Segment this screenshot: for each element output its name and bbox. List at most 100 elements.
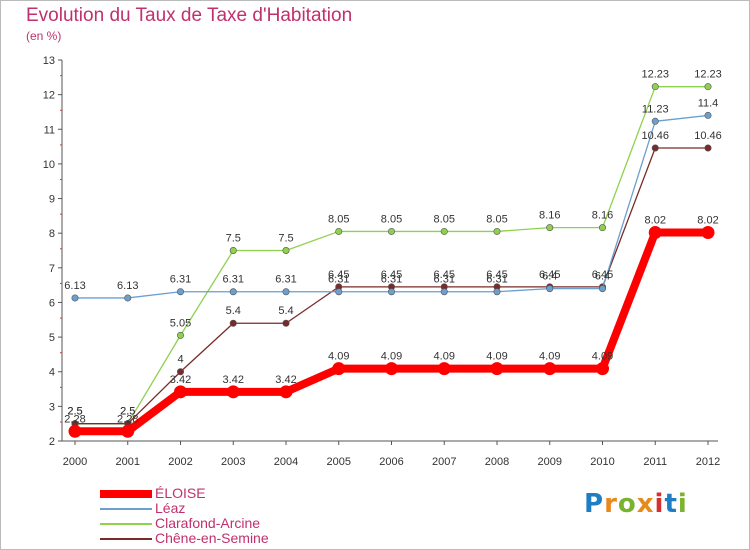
data-point (598, 285, 606, 293)
x-tick-label: 2005 (327, 456, 351, 468)
x-tick-label: 2003 (221, 456, 245, 468)
data-label: 8.05 (381, 213, 402, 225)
data-point (598, 224, 606, 232)
data-point (651, 83, 659, 91)
x-tick-label: 2007 (432, 456, 456, 468)
data-point (282, 319, 290, 327)
data-label: 6.31 (486, 274, 507, 286)
data-point (226, 385, 240, 399)
data-label: 4.09 (486, 351, 507, 363)
legend-label: Léaz (155, 500, 186, 516)
x-tick-label: 2000 (63, 456, 87, 468)
data-point (177, 368, 185, 376)
x-tick-label: 2006 (379, 456, 403, 468)
proxiti-logo: Proxiti (584, 489, 688, 519)
legend-item: Chêne-en-Semine (100, 530, 400, 546)
data-label: 3.42 (275, 374, 296, 386)
data-point (124, 294, 132, 302)
data-point (543, 362, 557, 376)
y-tick-label: 9 (49, 194, 55, 206)
data-label: 4.09 (539, 351, 560, 363)
data-label: 6.45 (539, 269, 560, 281)
y-tick-label: 6 (49, 297, 55, 309)
data-point (701, 225, 715, 239)
data-point (440, 288, 448, 296)
data-label: 7.5 (226, 233, 241, 245)
data-label: 2.5 (67, 406, 82, 418)
x-tick-label: 2002 (168, 456, 192, 468)
data-label: 8.02 (697, 214, 718, 226)
data-label: 2.5 (120, 406, 135, 418)
data-labels: 2.28 2.28 3.42 3.42 3.42 4.09 4.09 4.09 4.09 4.09… (64, 69, 721, 426)
data-label: 6.4 (595, 271, 610, 283)
data-label: 2.5 (120, 406, 135, 418)
legend-swatch (100, 490, 152, 498)
data-label: 6.45 (328, 269, 349, 281)
y-tick-label: 5 (49, 332, 55, 344)
data-label: 4.09 (592, 351, 613, 363)
data-label: 4.09 (328, 351, 349, 363)
chart-title: Evolution du Taux de Taxe d'Habitation (26, 5, 353, 26)
data-point (177, 331, 185, 339)
data-point (332, 362, 346, 376)
data-label: 2.28 (64, 413, 85, 425)
data-label: 3.42 (223, 374, 244, 386)
data-label: 6.31 (434, 274, 455, 286)
legend-swatch (100, 523, 152, 525)
data-label: 6.31 (381, 274, 402, 286)
data-point (174, 385, 187, 399)
data-label: 4.09 (434, 351, 455, 363)
x-tick-label: 2009 (538, 456, 562, 468)
data-point (335, 227, 343, 235)
data-point (651, 144, 659, 152)
data-label: 8.05 (328, 213, 349, 225)
data-label: 8.16 (592, 210, 613, 222)
y-tick-label: 4 (49, 367, 55, 379)
data-point (71, 294, 79, 302)
data-point (385, 362, 398, 376)
data-label: 7.5 (278, 233, 293, 245)
x-tick-label: 2008 (485, 456, 509, 468)
data-label: 6.31 (223, 274, 244, 286)
y-tick-label: 2 (49, 436, 55, 448)
data-point (596, 362, 609, 376)
data-point (177, 288, 185, 296)
data-point (121, 424, 135, 438)
data-point (229, 319, 237, 327)
legend-label: ÉLOISE (155, 485, 206, 501)
data-label: 4 (177, 354, 183, 366)
data-label: 11.4 (698, 97, 719, 109)
data-label: 6.45 (486, 269, 507, 281)
data-label: 2.5 (67, 406, 82, 418)
data-point (490, 362, 504, 376)
data-label: 6.13 (64, 280, 85, 292)
data-point (704, 144, 712, 152)
data-label: 6.45 (381, 269, 402, 281)
data-label: 5.4 (226, 305, 241, 317)
data-point (229, 288, 237, 296)
data-point (546, 224, 554, 232)
legend-item: Léaz (100, 500, 400, 516)
data-label: 12.23 (641, 69, 669, 81)
data-label: 4.09 (381, 351, 402, 363)
series-line-0 (75, 228, 708, 436)
data-label: 6.31 (170, 274, 191, 286)
legend-swatch (100, 508, 152, 510)
data-point (648, 225, 662, 239)
data-point (440, 227, 448, 235)
y-tick-label: 11 (44, 124, 55, 136)
data-label: 12.23 (694, 69, 722, 81)
y-tick-label: 13 (43, 55, 55, 67)
data-point (229, 247, 237, 255)
data-label: 8.16 (539, 210, 560, 222)
data-label: 6.45 (434, 269, 455, 281)
data-label: 11.23 (642, 103, 669, 115)
series-lines (68, 83, 715, 438)
y-tick-label: 12 (43, 90, 55, 102)
legend-label: Chêne-en-Semine (155, 530, 269, 546)
data-point (282, 288, 290, 296)
data-point (546, 285, 554, 293)
data-point (387, 227, 395, 235)
